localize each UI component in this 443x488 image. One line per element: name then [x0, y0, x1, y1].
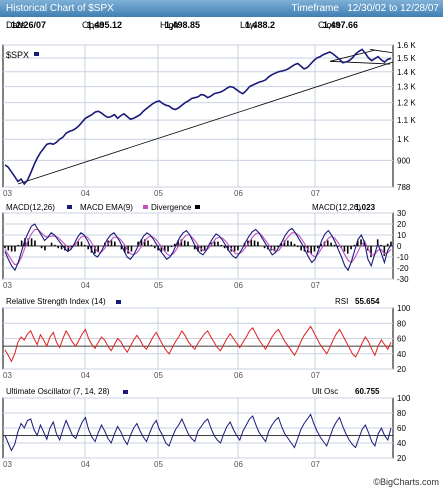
price-xtick-label: 06: [234, 189, 243, 198]
ult-panel-xtick-label: 06: [234, 460, 243, 469]
macd-readout-label: MACD(12,26): [312, 203, 361, 212]
macd-ema-legend-label: MACD EMA(9): [80, 203, 133, 212]
macd-readout-value: 1.023: [355, 203, 376, 212]
price-ytick-label: 788: [397, 183, 411, 192]
date-label: Date: [6, 20, 26, 30]
date-field: Date 12/26/07: [6, 18, 46, 32]
ult-legend-swatch: [123, 390, 128, 394]
high-field: High 1,498.85: [160, 18, 200, 32]
high-value: 1,498.85: [165, 20, 201, 30]
rsi-panel-ytick-label: 40: [397, 350, 406, 359]
timeframe-value: 12/30/02 to 12/28/07: [347, 3, 439, 14]
price-ytick-label: 1.3 K: [397, 83, 416, 92]
close-label: Close: [318, 20, 342, 30]
footer-credit: ©BigCharts.com: [373, 477, 439, 487]
macd-xtick-label: 03: [3, 281, 12, 290]
ult-panel-xtick-label: 07: [311, 460, 320, 469]
ult-panel-ytick-label: 100: [397, 394, 411, 403]
trendline-channel-cap: [369, 49, 393, 54]
macd-ytick-label: 10: [397, 231, 406, 240]
macd-ema-legend-swatch: [143, 205, 148, 209]
price-ytick-label: 1.1 K: [397, 116, 416, 125]
chart-title: Historical Chart of $SPX: [6, 3, 114, 14]
macd-ytick-label: -20: [397, 264, 409, 273]
ult-panel-legend-label: Ultimate Oscillator (7, 14, 28): [6, 387, 110, 396]
price-ytick-label: 1.6 K: [397, 41, 416, 50]
ult-panel-readout-value: 60.755: [355, 387, 380, 396]
date-value: 12/26/07: [11, 20, 47, 30]
trendline-channel-upper: [329, 49, 376, 62]
rsi-panel-ytick-label: 20: [397, 365, 406, 374]
ult-panel-xtick-label: 04: [81, 460, 90, 469]
ult-panel-ytick-label: 60: [397, 424, 406, 433]
macd-divergence-legend-label: Divergence: [151, 203, 192, 212]
rsi-panel-xtick-label: 05: [154, 371, 163, 380]
price-panel-frame: [2, 44, 394, 188]
price-ytick-label: 1.4 K: [397, 68, 416, 77]
quote-info-bar: Date 12/26/07 Open 1,495.12 High 1,498.8…: [0, 18, 443, 32]
price-legend-label: $SPX: [6, 50, 29, 60]
price-xtick-label: 04: [81, 189, 90, 198]
macd-divergence-legend-swatch: [195, 205, 200, 209]
macd-ytick-label: -10: [397, 253, 409, 262]
price-ytick-label: 1.5 K: [397, 54, 416, 63]
macd-xtick-label: 05: [154, 281, 163, 290]
macd-ema-line: [4, 228, 392, 266]
ult-panel-xtick-label: 05: [154, 460, 163, 469]
ult-panel-series-line: [4, 413, 392, 452]
rsi-panel-xtick-label: 07: [311, 371, 320, 380]
rsi-panel-ytick-label: 100: [397, 304, 411, 313]
macd-line: [4, 223, 392, 272]
rsi-panel-xtick-label: 04: [81, 371, 90, 380]
macd-legend-swatch: [67, 205, 72, 209]
macd-ytick-label: 30: [397, 209, 406, 218]
price-xtick-label: 03: [3, 189, 12, 198]
macd-ytick-label: 20: [397, 220, 406, 229]
trendline-long: [17, 61, 394, 185]
close-field: Close 1,497.66: [318, 18, 358, 32]
price-ytick-label: 1 K: [397, 135, 410, 144]
timeframe-label: Timeframe: [291, 3, 339, 14]
low-value: 1,488.2: [245, 20, 276, 30]
macd-ytick-label: -30: [397, 275, 409, 284]
price-series-line: [4, 48, 392, 186]
macd-legend-label: MACD(12,26): [6, 203, 55, 212]
title-bar: Historical Chart of $SPX Timeframe 12/30…: [0, 0, 443, 17]
rsi-panel-ytick-label: 80: [397, 319, 406, 328]
macd-xtick-label: 04: [81, 281, 90, 290]
macd-xtick-label: 07: [311, 281, 320, 290]
open-field: Open 1,495.12: [82, 18, 122, 32]
ult-panel-ytick-label: 40: [397, 439, 406, 448]
ult-panel-ytick-label: 20: [397, 454, 406, 463]
macd-xtick-label: 06: [234, 281, 243, 290]
low-field: Low 1,488.2: [240, 18, 275, 32]
timeframe: Timeframe 12/30/02 to 12/28/07: [291, 0, 439, 17]
open-value: 1,495.12: [87, 20, 123, 30]
rsi-panel-xtick-label: 06: [234, 371, 243, 380]
open-label: Open: [82, 20, 105, 30]
rsi-panel-readout-label: RSI: [335, 297, 348, 306]
close-value: 1,497.66: [323, 20, 359, 30]
price-legend-swatch: [34, 52, 39, 56]
trendline-channel-lower: [329, 60, 391, 65]
rsi-panel-series-line: [4, 325, 392, 363]
high-label: High: [160, 20, 179, 30]
rsi-panel-legend-label: Relative Strength Index (14): [6, 297, 106, 306]
price-ytick-label: 1.2 K: [397, 99, 416, 108]
rsi-panel-readout-value: 55.654: [355, 297, 380, 306]
ult-panel-xtick-label: 03: [3, 460, 12, 469]
rsi-panel-ytick-label: 60: [397, 335, 406, 344]
ult-panel-ytick-label: 80: [397, 409, 406, 418]
macd-ytick-label: 0: [397, 242, 402, 251]
price-xtick-label: 07: [311, 189, 320, 198]
price-xtick-label: 05: [154, 189, 163, 198]
price-ytick-label: 900: [397, 156, 411, 165]
rsi-legend-swatch: [116, 300, 121, 304]
rsi-panel-xtick-label: 03: [3, 371, 12, 380]
ult-panel-readout-label: Ult Osc: [312, 387, 338, 396]
low-label: Low: [240, 20, 257, 30]
